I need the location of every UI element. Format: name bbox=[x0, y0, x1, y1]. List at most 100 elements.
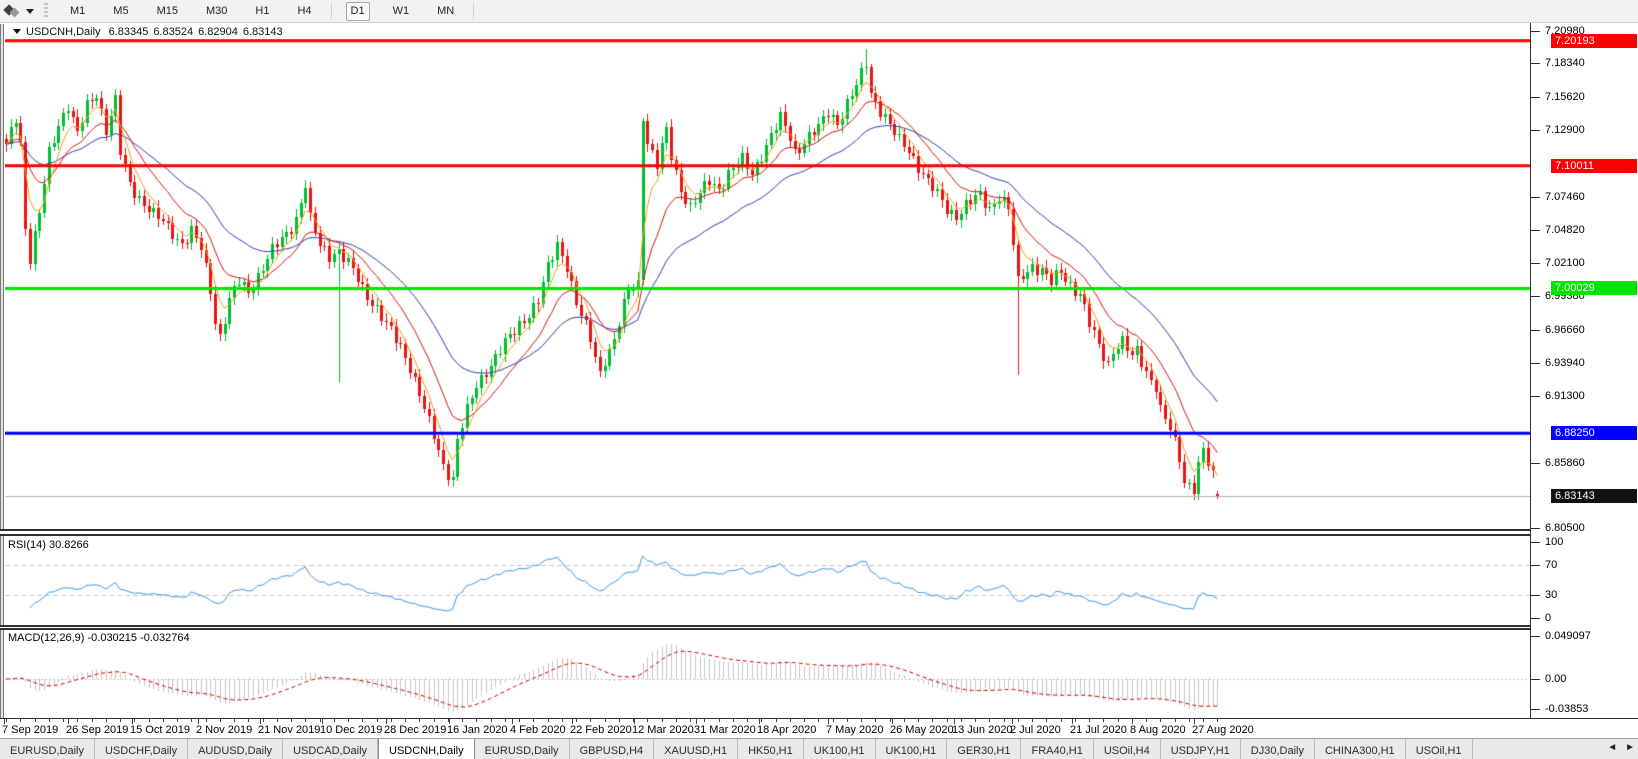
date-major-tick bbox=[572, 719, 573, 724]
date-major-tick bbox=[449, 719, 450, 724]
chart-tab-china300-h1[interactable]: CHINA300,H1 bbox=[1315, 739, 1406, 759]
date-minor-tick bbox=[904, 719, 905, 722]
date-minor-tick bbox=[633, 719, 634, 722]
chart-tab-eurusd-daily[interactable]: EURUSD,Daily bbox=[0, 739, 95, 759]
timeframe-button-w1[interactable]: W1 bbox=[388, 2, 415, 21]
timeframe-button-m15[interactable]: M15 bbox=[152, 2, 183, 21]
date-minor-tick bbox=[833, 719, 834, 722]
chart-tab-dj30-daily[interactable]: DJ30,Daily bbox=[1241, 739, 1315, 759]
date-label: 8 Aug 2020 bbox=[1130, 724, 1186, 736]
chart-window: USDCNH,Daily 6.83345 6.83524 6.82904 6.8… bbox=[0, 23, 1638, 759]
date-label: 4 Feb 2020 bbox=[510, 724, 566, 736]
chart-tab-gbpusd-h4[interactable]: GBPUSD,H4 bbox=[570, 739, 655, 759]
date-minor-tick bbox=[234, 719, 235, 722]
chart-tab-audusd-daily[interactable]: AUDUSD,Daily bbox=[188, 739, 284, 759]
date-label: 16 Jan 2020 bbox=[447, 724, 508, 736]
chart-caret-icon[interactable] bbox=[13, 29, 21, 34]
chart-tab-usdchf-daily[interactable]: USDCHF,Daily bbox=[95, 739, 189, 759]
date-minor-tick bbox=[1146, 719, 1147, 722]
date-label: 26 May 2020 bbox=[890, 724, 954, 736]
date-minor-tick bbox=[861, 719, 862, 722]
date-minor-tick bbox=[6, 719, 7, 722]
date-minor-tick bbox=[1189, 719, 1190, 722]
chart-tab-xauusd-h1[interactable]: XAUUSD,H1 bbox=[654, 739, 739, 759]
chart-tab-fra40-h1[interactable]: FRA40,H1 bbox=[1021, 739, 1094, 759]
tab-scroll-right-icon[interactable]: ► bbox=[1625, 742, 1635, 753]
chart-tab-usdjpy-h1[interactable]: USDJPY,H1 bbox=[1161, 739, 1241, 759]
rsi-pane-canvas[interactable] bbox=[5, 536, 1530, 625]
timeframe-button-h1[interactable]: H1 bbox=[250, 2, 274, 21]
price-tick-mark bbox=[1531, 230, 1540, 231]
chart-tab-hk50-h1[interactable]: HK50,H1 bbox=[738, 739, 804, 759]
rsi-tick-label: 0 bbox=[1545, 612, 1552, 624]
timeframe-buttons: M1 M5 M15 M30 H1 H4 D1 W1 MN bbox=[56, 1, 479, 21]
date-minor-tick bbox=[149, 719, 150, 722]
chart-tab-uk100-h1[interactable]: UK100,H1 bbox=[876, 739, 948, 759]
main-chart-canvas[interactable] bbox=[5, 39, 1530, 529]
date-axis[interactable]: 7 Sep 2019 26 Sep 2019 15 Oct 2019 2 Nov 20… bbox=[0, 718, 1638, 738]
ohlc-high: 6.83524 bbox=[153, 25, 194, 38]
date-minor-tick bbox=[63, 719, 64, 722]
date-label: 21 Jul 2020 bbox=[1070, 724, 1127, 736]
date-minor-tick bbox=[548, 719, 549, 722]
date-minor-tick bbox=[576, 719, 577, 722]
toolbar-grip[interactable] bbox=[44, 3, 48, 19]
date-major-tick bbox=[696, 719, 697, 724]
price-tick-mark bbox=[1531, 396, 1540, 397]
macd-tick-label: 0.049097 bbox=[1545, 630, 1591, 642]
date-major-tick bbox=[759, 719, 760, 724]
rsi-tick-mark bbox=[1531, 595, 1540, 596]
rsi-tick-label: 100 bbox=[1545, 536, 1564, 548]
rsi-tick-mark bbox=[1531, 565, 1540, 566]
chart-title-bar[interactable]: USDCNH,Daily 6.83345 6.83524 6.82904 6.8… bbox=[5, 24, 1530, 39]
date-label: 2 Jul 2020 bbox=[1010, 724, 1061, 736]
timeframe-button-m1[interactable]: M1 bbox=[65, 2, 90, 21]
chart-tab-uk100-h1[interactable]: UK100,H1 bbox=[804, 739, 876, 759]
date-minor-tick bbox=[35, 719, 36, 722]
date-major-tick bbox=[892, 719, 893, 724]
date-major-tick bbox=[198, 719, 199, 724]
chart-tab-usdcad-daily[interactable]: USDCAD,Daily bbox=[283, 739, 379, 759]
chart-tab-usdcnh-daily[interactable]: USDCNH,Daily bbox=[378, 739, 475, 759]
date-minor-tick bbox=[476, 719, 477, 722]
date-label: 28 Dec 2019 bbox=[384, 724, 447, 736]
timeframe-button-m30[interactable]: M30 bbox=[201, 2, 232, 21]
price-tick-label: 6.80500 bbox=[1545, 522, 1585, 534]
rsi-indicator-label: RSI(14) 30.8266 bbox=[8, 539, 89, 551]
date-minor-tick bbox=[291, 719, 292, 722]
rsi-tick-mark bbox=[1531, 542, 1540, 543]
price-level-tag: 7.10011 bbox=[1551, 159, 1637, 173]
timeframe-button-h4[interactable]: H4 bbox=[292, 2, 316, 21]
date-minor-tick bbox=[1046, 719, 1047, 722]
pane-separator-main-rsi[interactable] bbox=[0, 529, 1638, 536]
chart-tab-eurusd-daily[interactable]: EURUSD,Daily bbox=[475, 739, 570, 759]
indicator-style-icon[interactable] bbox=[2, 3, 22, 19]
price-axis[interactable]: 7.20980 7.18340 7.15620 7.12900 7.07460 7.048… bbox=[1530, 23, 1638, 718]
current-price-tag: 6.83143 bbox=[1551, 489, 1637, 503]
dropdown-caret-icon[interactable] bbox=[26, 8, 34, 14]
date-minor-tick bbox=[818, 719, 819, 722]
chart-tab-usoil-h4[interactable]: USOil,H4 bbox=[1094, 739, 1161, 759]
date-minor-tick bbox=[1075, 719, 1076, 722]
date-minor-tick bbox=[747, 719, 748, 722]
date-minor-tick bbox=[1103, 719, 1104, 722]
date-minor-tick bbox=[120, 719, 121, 722]
date-label: 13 Jun 2020 bbox=[952, 724, 1013, 736]
timeframe-button-mn[interactable]: MN bbox=[432, 2, 459, 21]
date-minor-tick bbox=[405, 719, 406, 722]
date-label: 2 Nov 2019 bbox=[196, 724, 253, 736]
chart-tab-usoil-h1[interactable]: USOil,H1 bbox=[1406, 739, 1473, 759]
date-minor-tick bbox=[619, 719, 620, 722]
date-minor-tick bbox=[434, 719, 435, 722]
pane-separator-rsi-macd[interactable] bbox=[0, 625, 1638, 630]
chart-tab-ger30-h1[interactable]: GER30,H1 bbox=[947, 739, 1022, 759]
date-label: 22 Feb 2020 bbox=[570, 724, 632, 736]
date-minor-tick bbox=[790, 719, 791, 722]
macd-tick-label: 0.00 bbox=[1545, 673, 1567, 685]
timeframe-button-m5[interactable]: M5 bbox=[108, 2, 133, 21]
tab-scroll-left-icon[interactable]: ◄ bbox=[1607, 742, 1618, 753]
macd-pane-canvas[interactable] bbox=[5, 630, 1530, 718]
date-minor-tick bbox=[704, 719, 705, 722]
date-major-tick bbox=[386, 719, 387, 724]
timeframe-button-d1[interactable]: D1 bbox=[345, 1, 370, 21]
